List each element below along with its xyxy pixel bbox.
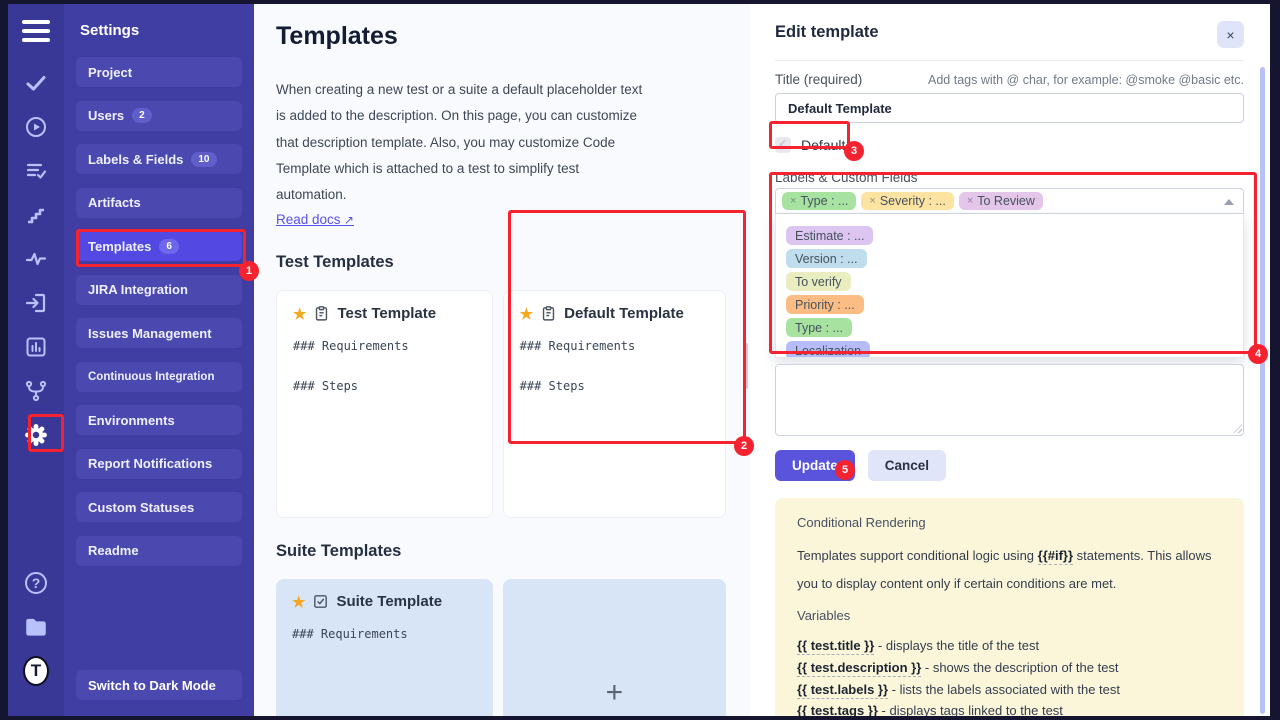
settings-title: Settings [80, 22, 140, 39]
sidebar-item-templates[interactable]: Templates 6 [76, 231, 242, 261]
title-field-label: Title (required) [775, 72, 863, 87]
sidebar-item-custom-statuses[interactable]: Custom Statuses [76, 492, 242, 522]
settings-nav: Settings Project Users 2 Labels & Fields 1… [64, 4, 254, 716]
gear-icon[interactable] [23, 422, 49, 448]
template-body-textarea[interactable] [775, 364, 1244, 436]
icon-rail: T [8, 4, 64, 716]
card-body-line: ### Requirements [519, 338, 636, 353]
conditional-rendering-helpbox: Conditional Rendering Templates support … [775, 498, 1244, 716]
labels-count-badge: 10 [191, 151, 217, 167]
variables-heading: Variables [797, 607, 851, 623]
card-title-label: Suite Template [336, 593, 443, 611]
dropdown-option[interactable]: Localization [786, 341, 871, 357]
templates-panel: Templates When creating a new test or a … [254, 4, 750, 716]
test-templates-row: Test Template ### Requirements ### Steps… [276, 289, 726, 518]
logo-letter: T [23, 656, 49, 686]
variable-doc-line: {{ test.labels }} - lists the labels ass… [797, 681, 1120, 699]
dark-mode-toggle-button[interactable]: Switch to Dark Mode [76, 670, 242, 700]
card-body-line: ### Requirements [292, 626, 408, 641]
templates-count-badge: 6 [159, 238, 179, 254]
dropdown-option[interactable]: Type : ... [786, 318, 852, 337]
sidebar-item-continuous-integration[interactable]: Continuous Integration [76, 361, 242, 392]
suite-templates-row: Suite Template ### Requirements + [276, 578, 726, 716]
list-check-icon[interactable] [23, 158, 49, 184]
title-input[interactable] [775, 93, 1244, 123]
labels-dropdown: Estimate : ... Version : ... To verify P… [775, 214, 1244, 358]
dropdown-option[interactable]: Estimate : ... [786, 226, 874, 245]
test-templates-heading: Test Templates [276, 252, 394, 271]
sidebar-item-labels-fields[interactable]: Labels & Fields 10 [76, 144, 242, 174]
dropdown-option[interactable]: Priority : ... [786, 295, 864, 314]
template-card-test-template[interactable]: Test Template ### Requirements ### Steps [276, 289, 493, 518]
sidebar-item-report-notifications[interactable]: Report Notifications [76, 448, 242, 479]
card-body-line: ### Steps [519, 378, 585, 393]
sidebar-item-users[interactable]: Users 2 [76, 100, 242, 131]
steps-icon[interactable] [23, 202, 49, 228]
branch-icon[interactable] [23, 378, 49, 404]
remove-tag-icon[interactable] [790, 195, 796, 207]
plus-icon: + [605, 675, 624, 709]
labels-field-label: Labels & Custom Fields [775, 170, 918, 185]
variable-doc-line: {{ test.description }} - shows the descr… [797, 659, 1119, 677]
card-title-label: Default Template [564, 305, 684, 323]
variable-doc-line: {{ test.tags }} - displays tags linked t… [797, 700, 1222, 716]
checkbox-icon [312, 593, 329, 610]
sidebar-item-project[interactable]: Project [76, 57, 242, 87]
card-body-line: ### Steps [293, 378, 359, 393]
folder-icon[interactable] [23, 614, 49, 640]
star-icon [520, 305, 533, 323]
tags-hint: Add tags with @ char, for example: @smok… [928, 73, 1244, 87]
sign-in-icon[interactable] [23, 290, 49, 316]
default-checkbox-label: Default [801, 137, 846, 153]
pulse-icon[interactable] [23, 246, 49, 272]
star-icon [293, 305, 306, 323]
helpbox-heading: Conditional Rendering [797, 515, 926, 530]
suite-templates-heading: Suite Templates [276, 541, 402, 560]
bar-chart-icon[interactable] [23, 334, 49, 360]
selected-tag[interactable]: Type : ... [782, 192, 857, 210]
star-icon [292, 593, 305, 611]
templates-description: When creating a new test or a suite a de… [276, 82, 643, 203]
helpbox-paragraph: Templates support conditional logic usin… [797, 548, 1212, 591]
chevron-up-icon [1224, 199, 1234, 205]
template-card-suite-template[interactable]: Suite Template ### Requirements [276, 578, 493, 716]
close-edit-panel-button[interactable]: × [1217, 21, 1244, 48]
add-suite-template-button[interactable]: + [502, 578, 726, 716]
edit-panel-scrollbar[interactable] [1260, 67, 1265, 714]
sidebar-item-jira-integration[interactable]: JIRA Integration [76, 274, 242, 305]
remove-tag-icon[interactable] [967, 195, 973, 207]
resize-handle[interactable] [1233, 424, 1242, 433]
selected-tag[interactable]: Severity : ... [861, 192, 954, 210]
play-circle-icon[interactable] [23, 114, 49, 140]
help-icon[interactable] [23, 570, 49, 596]
sidebar-item-issues-management[interactable]: Issues Management [76, 318, 242, 348]
clipboard-icon [540, 305, 557, 322]
clipboard-icon [313, 305, 330, 322]
card-body-line: ### Requirements [293, 338, 409, 353]
panel-scrollbar-thumb[interactable] [744, 343, 748, 389]
logo-icon[interactable]: T [23, 656, 49, 686]
check-icon[interactable] [23, 70, 49, 96]
cancel-button[interactable]: Cancel [867, 450, 947, 481]
variable-doc-line: {{ test.title }} - displays the title of… [797, 637, 1040, 655]
menu-icon[interactable] [22, 20, 50, 42]
sidebar-item-artifacts[interactable]: Artifacts [76, 187, 242, 218]
default-checkbox[interactable] [775, 137, 791, 153]
template-card-default-template[interactable]: Default Template ### Requirements ### St… [502, 289, 726, 518]
selected-tag[interactable]: To Review [958, 192, 1043, 210]
users-count-badge: 2 [132, 108, 152, 123]
read-docs-link[interactable]: Read docs [276, 212, 354, 227]
remove-tag-icon[interactable] [869, 195, 875, 207]
card-title-label: Test Template [337, 305, 437, 323]
dropdown-option[interactable]: Version : ... [786, 249, 867, 268]
sidebar-item-readme[interactable]: Readme [76, 535, 242, 566]
page-title: Templates [276, 22, 398, 50]
edit-template-panel: Edit template × Title (required) Add tag… [750, 4, 1270, 716]
update-button[interactable]: Update [775, 450, 855, 481]
labels-multiselect[interactable]: Type : ... Severity : ... To Review [775, 188, 1244, 214]
dropdown-option[interactable]: To verify [786, 272, 851, 291]
sidebar-item-environments[interactable]: Environments [76, 405, 242, 435]
edit-panel-title: Edit template [775, 22, 879, 41]
